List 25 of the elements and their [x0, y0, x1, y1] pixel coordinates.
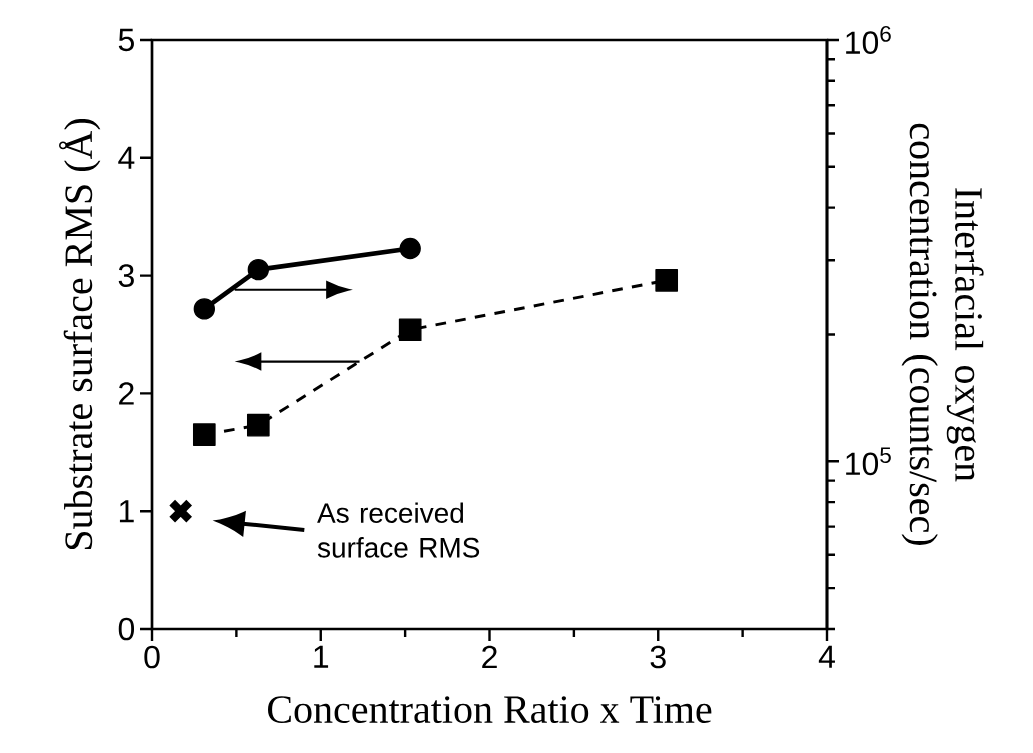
point	[655, 268, 679, 292]
point	[193, 298, 215, 320]
x-tick-label: 4	[818, 645, 835, 668]
y2-tick-label: 10$^{5}$	[846, 447, 891, 476]
y-axis-title: Substrate surface RMS (Å)	[59, 119, 101, 549]
annotation: As received surface RMS	[317, 502, 480, 558]
point	[192, 423, 216, 446]
x-axis-title: Concentration Ratio x Time	[268, 696, 712, 724]
y2-tick-label: 10$^{6}$	[846, 25, 891, 54]
x-tick-label: 0	[144, 645, 160, 669]
point	[168, 498, 194, 524]
y-tick-label: 1	[119, 500, 134, 523]
point	[398, 318, 422, 342]
y-tick-label: 5	[118, 28, 134, 52]
x-tick-label: 1	[314, 645, 329, 668]
y-tick-label: 4	[118, 146, 135, 169]
y-tick-label: 3	[118, 264, 134, 287]
point	[246, 413, 270, 437]
point	[247, 258, 269, 281]
y-tick-label: 2	[119, 382, 134, 405]
x-tick-label: 2	[482, 645, 497, 669]
point	[399, 237, 421, 260]
y-tick-label: 0	[118, 617, 135, 641]
x-tick-label: 3	[650, 645, 666, 669]
y2-axis-title: Interfacial oxygen concentration (counts/sec)	[901, 123, 984, 545]
